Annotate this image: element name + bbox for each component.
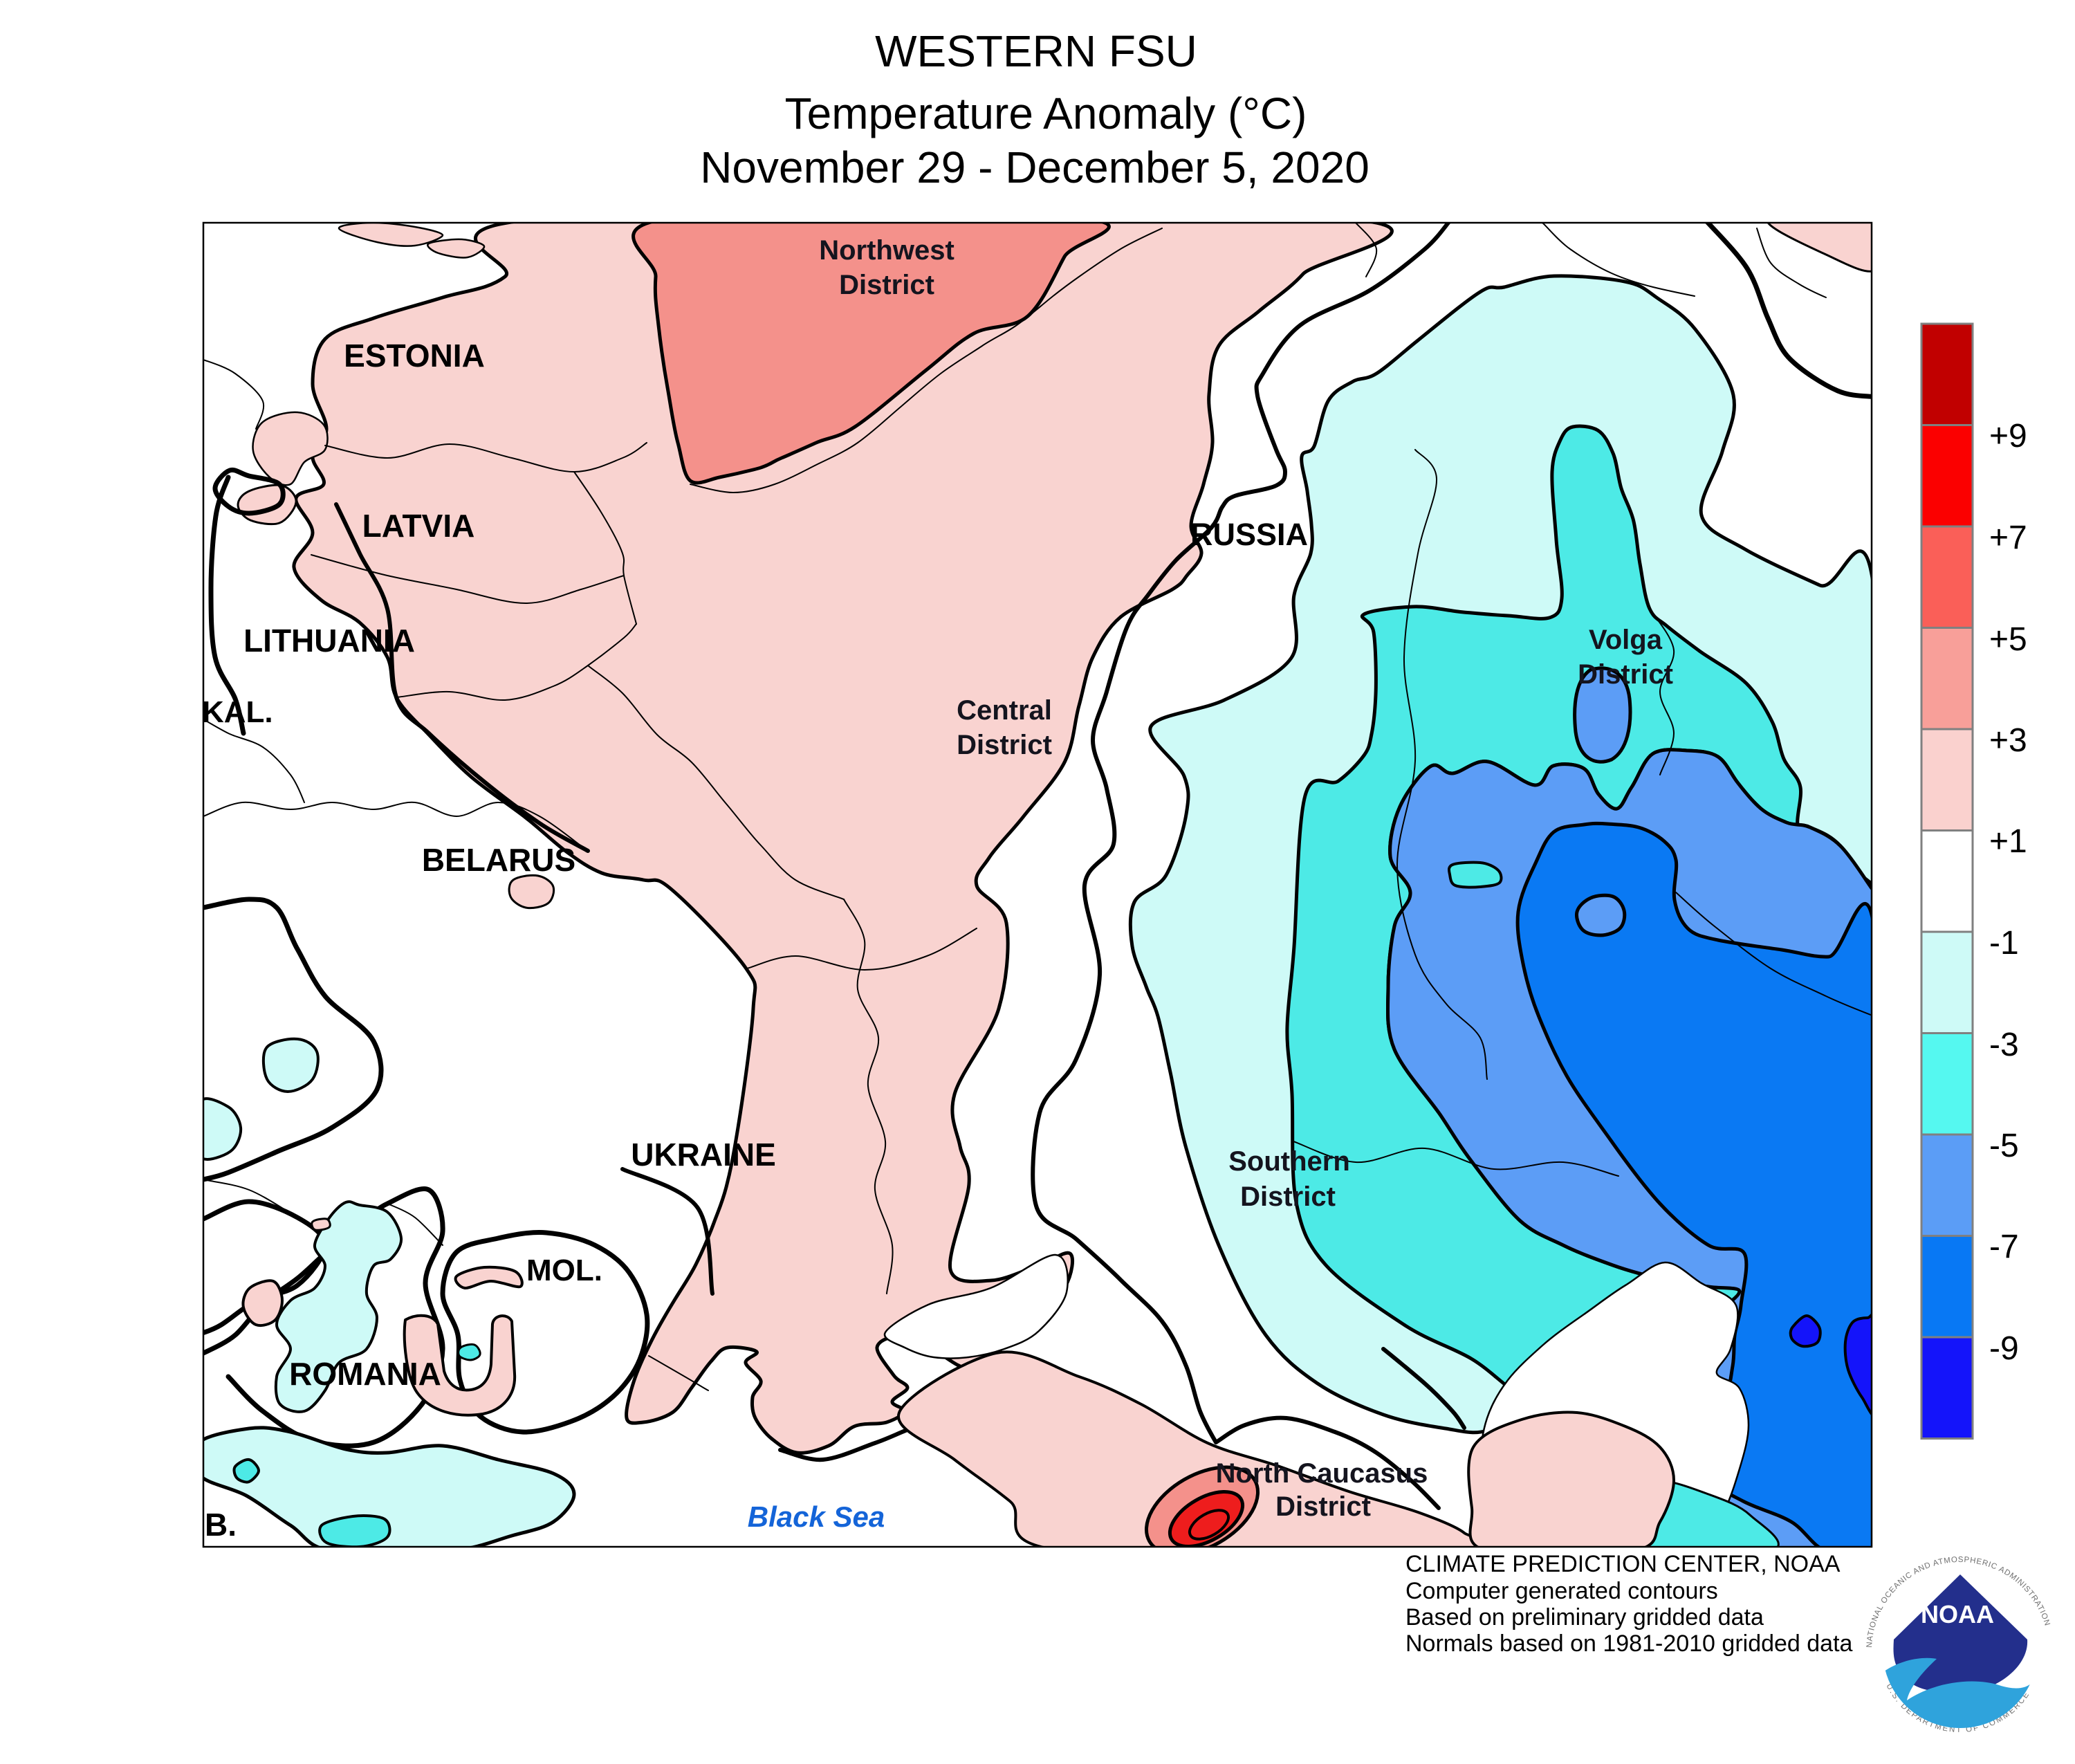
svg-text:-9: -9	[1989, 1330, 2019, 1367]
svg-text:Black Sea: Black Sea	[748, 1500, 885, 1533]
svg-text:RUSSIA: RUSSIA	[1190, 517, 1308, 552]
svg-text:UKRAINE: UKRAINE	[631, 1137, 776, 1173]
svg-text:-3: -3	[1989, 1027, 2019, 1063]
svg-text:District: District	[957, 730, 1052, 760]
svg-text:Southern: Southern	[1228, 1146, 1350, 1177]
svg-text:+9: +9	[1989, 418, 2027, 454]
svg-text:BELARUS: BELARUS	[422, 842, 575, 878]
svg-text:KAL.: KAL.	[202, 695, 273, 729]
svg-text:District: District	[1275, 1491, 1371, 1522]
svg-text:CLIMATE PREDICTION CENTER, NOA: CLIMATE PREDICTION CENTER, NOAA	[1405, 1551, 1841, 1577]
svg-text:LATVIA: LATVIA	[362, 508, 475, 544]
svg-text:District: District	[839, 270, 934, 300]
svg-text:ESTONIA: ESTONIA	[344, 338, 485, 374]
svg-text:North Caucasus: North Caucasus	[1216, 1458, 1428, 1489]
svg-text:B.: B.	[205, 1507, 237, 1543]
svg-text:November 29 - December 5, 2020: November 29 - December 5, 2020	[700, 143, 1370, 192]
svg-text:LITHUANIA: LITHUANIA	[243, 623, 415, 659]
svg-text:Volga: Volga	[1589, 625, 1663, 655]
svg-text:WESTERN FSU: WESTERN FSU	[875, 26, 1197, 76]
svg-text:+7: +7	[1989, 520, 2027, 556]
svg-text:-1: -1	[1989, 925, 2019, 962]
svg-text:MOL.: MOL.	[526, 1253, 602, 1287]
svg-text:+5: +5	[1989, 621, 2027, 658]
svg-text:District: District	[1578, 659, 1673, 690]
svg-text:Temperature Anomaly (°C): Temperature Anomaly (°C)	[785, 89, 1307, 138]
svg-text:Computer generated contours: Computer generated contours	[1405, 1578, 1718, 1604]
svg-text:+3: +3	[1989, 722, 2027, 759]
svg-text:Based on preliminary gridded d: Based on preliminary gridded data	[1405, 1604, 1764, 1630]
svg-text:District: District	[1240, 1182, 1336, 1212]
svg-text:Normals based on 1981-2010 gri: Normals based on 1981-2010 gridded data	[1405, 1630, 1853, 1657]
svg-text:Central: Central	[957, 695, 1052, 726]
svg-text:-5: -5	[1989, 1128, 2019, 1164]
svg-text:+1: +1	[1989, 823, 2027, 860]
svg-text:NOAA: NOAA	[1921, 1600, 1994, 1628]
svg-text:ROMANIA: ROMANIA	[289, 1356, 441, 1392]
svg-text:Northwest: Northwest	[819, 235, 954, 266]
svg-text:-7: -7	[1989, 1229, 2019, 1265]
